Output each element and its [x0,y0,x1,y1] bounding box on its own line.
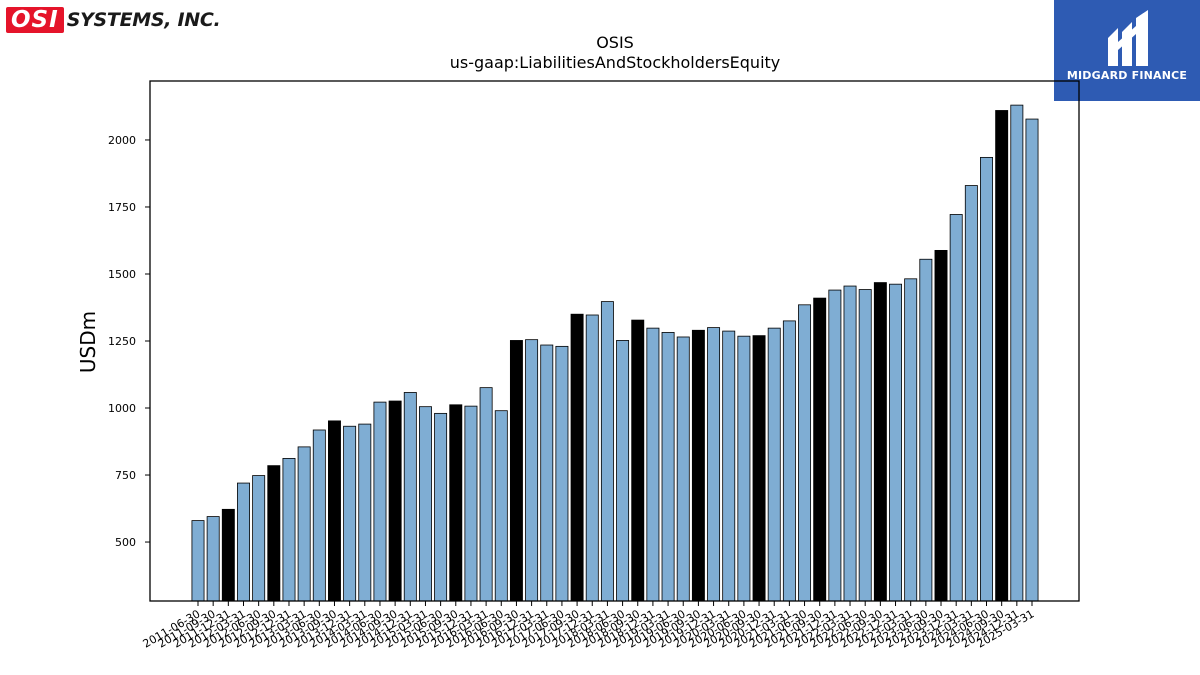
bar-2014-09-30 [388,400,402,602]
midgard-finance-badge: MIDGARD FINANCE [1054,0,1200,101]
bar-2013-03-31 [297,446,311,602]
bar-2017-06-30 [555,345,569,602]
bar-2024-06-30 [980,156,993,602]
bar-2018-12-31 [646,327,660,602]
bar-2018-03-31 [600,301,614,602]
bar-2016-03-31 [479,387,493,602]
bar-2016-09-30 [509,340,523,602]
bar-2018-09-30 [631,319,645,602]
y-tick-label: 500 [115,536,136,549]
bar-2025-03-31 [1025,118,1039,602]
bar-2020-03-31 [722,330,736,602]
bar-2013-12-31 [343,425,357,602]
y-tick-label: 1500 [108,268,136,281]
bar-2012-03-31 [237,482,250,602]
bar-2015-03-31 [418,406,432,602]
plot-frame [149,80,1080,602]
bar-2017-09-30 [570,313,584,602]
x-ticks-layer: 2011-06-302011-09-302011-12-312012-03-31… [141,601,1037,651]
bar-2020-12-31 [767,327,781,602]
y-tick-label: 1750 [108,201,136,214]
bar-2013-09-30 [328,420,341,602]
bar-2015-12-31 [464,405,478,602]
bar-2021-09-30 [813,297,827,602]
bar-2024-12-31 [1010,104,1024,602]
chart-subtitle: us-gaap:LiabilitiesAndStockholdersEquity [450,53,781,72]
bar-2021-12-31 [828,289,842,602]
bar-2011-09-30 [206,516,220,602]
bar-2024-09-30 [995,110,1009,602]
bar-2019-06-30 [676,336,690,602]
bar-2023-12-31 [949,214,963,602]
y-tick-label: 1000 [108,402,136,415]
bar-2012-09-30 [267,465,281,602]
chart-title: OSIS [596,33,634,52]
bar-2014-12-31 [403,392,417,602]
bar-2015-06-30 [434,412,448,602]
bar-2018-06-30 [616,340,630,602]
bar-2013-06-30 [312,429,326,602]
company-logo: OSI SYSTEMS, INC. [6,4,246,36]
bar-2014-06-30 [373,401,387,602]
bar-2017-03-31 [540,344,554,602]
bar-2017-12-31 [585,314,599,602]
bar-2016-06-30 [494,410,508,602]
logo-text: SYSTEMS, INC. [66,9,221,31]
bar-2015-09-30 [449,404,463,602]
badge-text: MIDGARD FINANCE [1066,69,1188,82]
logo-mark: OSI [6,7,64,33]
bar-2012-12-31 [282,457,296,602]
y-tick-label: 750 [115,469,136,482]
bar-2016-12-31 [525,339,539,602]
bar-2014-03-31 [358,423,372,602]
bar-2012-06-30 [252,475,266,602]
bar-2022-03-31 [843,285,857,602]
bars-layer [191,104,1039,602]
bar-2019-03-31 [661,332,675,602]
bar-2022-09-30 [873,282,887,602]
bar-2022-12-31 [889,283,902,602]
bar-2020-06-30 [737,335,751,602]
bar-2022-06-30 [858,289,872,602]
midgard-logo-icon [1108,10,1148,66]
y-tick-label: 1250 [108,335,136,348]
y-tick-label: 2000 [108,134,136,147]
bar-2023-06-30 [919,258,933,602]
bar-2021-03-31 [782,320,796,602]
bar-2011-06-30 [191,520,205,602]
bar-2021-06-30 [798,304,812,602]
bar-2019-12-31 [707,327,721,602]
bar-2023-03-31 [904,278,918,602]
bar-2023-09-30 [934,249,948,602]
bar-2019-09-30 [691,329,705,602]
bar-2011-12-31 [221,508,235,602]
bar-2024-03-31 [964,185,978,602]
bar-2020-09-30 [752,335,766,602]
y-ticks-layer: 500 750 1000 1250 1500 1750 2000 [108,134,150,549]
y-axis-label: USDm [76,311,100,373]
